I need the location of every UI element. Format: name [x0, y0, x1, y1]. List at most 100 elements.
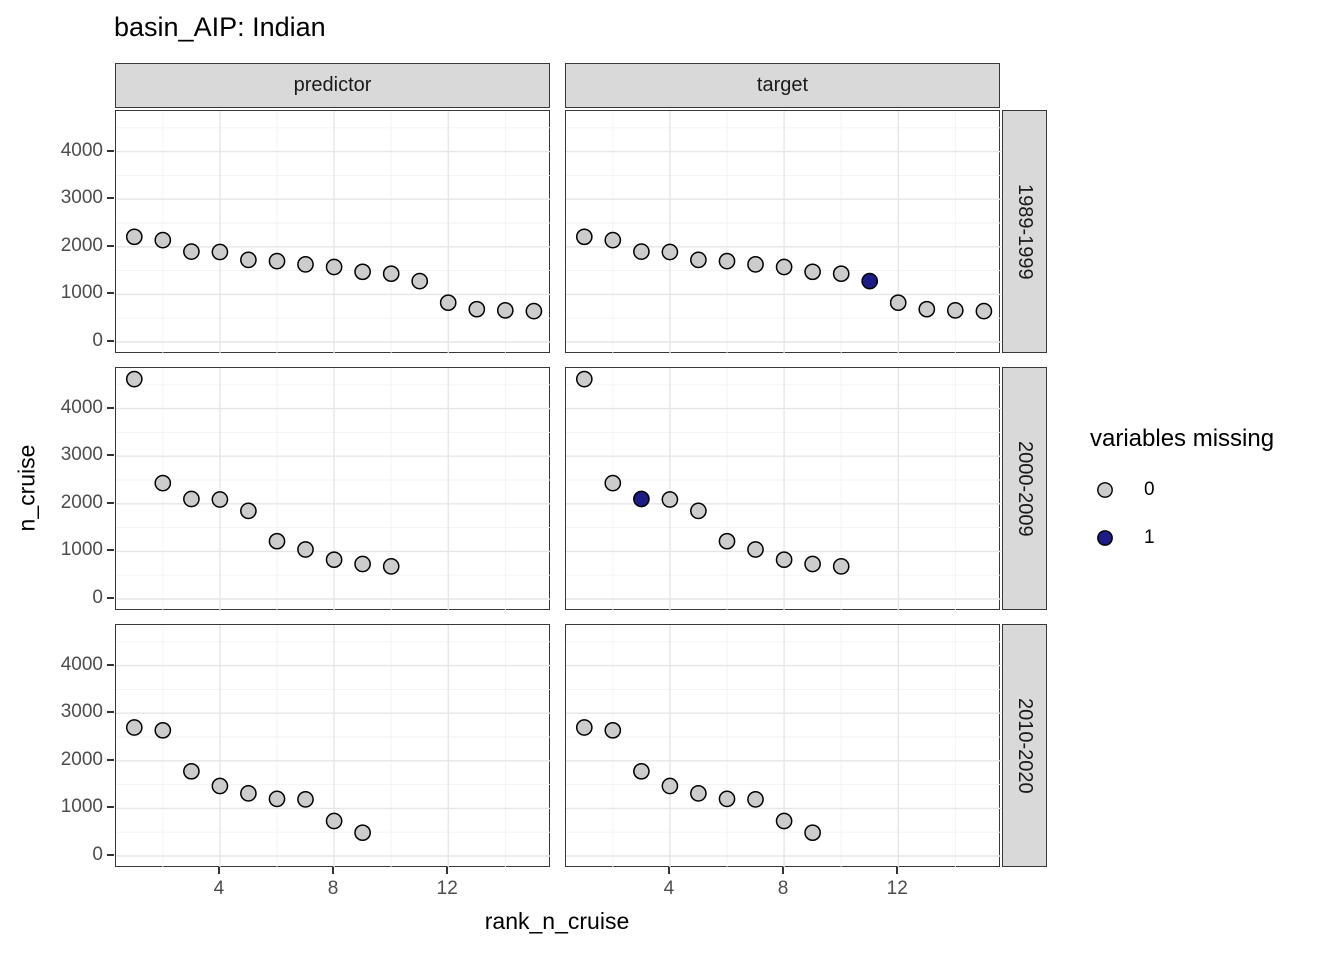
data-point [240, 251, 257, 269]
data-point [575, 228, 593, 246]
y-tick-label: 3000 [60, 187, 103, 209]
data-point [183, 243, 200, 260]
legend-swatch-0 [1097, 482, 1113, 498]
data-point [183, 490, 200, 508]
y-tick-label: 0 [92, 587, 103, 608]
x-tick-mark [667, 867, 670, 874]
data-point [718, 790, 736, 808]
y-tick-label: 3000 [60, 701, 103, 723]
data-point [240, 502, 257, 520]
data-point [525, 302, 543, 320]
data-point [975, 302, 993, 320]
x-tick-mark [896, 867, 899, 874]
data-point [439, 294, 457, 312]
x-tick-mark [217, 867, 220, 874]
data-point [832, 265, 850, 283]
data-point [861, 272, 879, 290]
y-tick-mark [107, 197, 114, 200]
y-tick-label: 3000 [60, 444, 103, 466]
panel-target-1989-1999 [565, 110, 1001, 354]
y-tick-label: 4000 [60, 396, 103, 418]
data-point [804, 824, 821, 842]
y-tick-mark [107, 340, 114, 342]
panel-predictor-2010-2020 [115, 624, 551, 868]
x-tick-mark [446, 867, 449, 874]
panel-canvas [116, 111, 551, 354]
legend-label: 1 [1144, 527, 1155, 548]
y-tick-label: 2000 [60, 748, 103, 770]
data-point [575, 370, 593, 388]
y-tick-mark [107, 758, 114, 761]
y-tick-mark [107, 244, 114, 247]
facet-col-strip-predictor: predictor [115, 63, 550, 108]
y-tick-label: 0 [92, 844, 103, 865]
data-point [325, 551, 343, 569]
data-point [775, 258, 793, 276]
x-tick-mark [782, 867, 785, 874]
y-tick-label: 1000 [60, 282, 103, 304]
data-point [354, 263, 371, 281]
data-point [211, 491, 229, 508]
y-tick-mark [107, 406, 114, 409]
data-point [297, 791, 314, 808]
data-point [154, 231, 172, 249]
y-tick-mark [107, 806, 114, 809]
y-tick-mark [107, 501, 114, 504]
data-point [804, 263, 821, 281]
legend-item-1: 1 [1090, 514, 1274, 562]
y-tick-mark [107, 597, 114, 599]
data-point [268, 252, 286, 270]
data-point [354, 824, 371, 842]
panel-target-2010-2020 [565, 624, 1001, 868]
y-axis-title: n_cruise [13, 444, 40, 532]
data-point [747, 541, 764, 558]
data-point [633, 490, 650, 508]
facet-row-strip-2010-2020: 2010-2020 [1002, 624, 1047, 867]
x-tick-label: 8 [327, 878, 339, 899]
y-tick-mark [107, 454, 114, 457]
y-tick-label: 0 [92, 330, 103, 351]
legend-label: 0 [1144, 479, 1155, 500]
panel-predictor-1989-1999 [115, 110, 551, 354]
y-tick-label: 1000 [60, 539, 103, 561]
x-tick-label: 12 [436, 878, 458, 899]
data-point [496, 302, 514, 319]
y-tick-mark [107, 292, 114, 295]
data-point [690, 502, 707, 520]
panel-canvas [116, 625, 551, 868]
data-point [411, 272, 429, 290]
data-point [125, 370, 143, 388]
data-point [633, 762, 650, 780]
legend-point-icon [1097, 530, 1113, 546]
data-point [575, 719, 593, 736]
panel-canvas [116, 368, 551, 611]
data-point [604, 231, 622, 249]
y-tick-label: 2000 [60, 491, 103, 513]
data-point [183, 762, 200, 780]
data-point [604, 721, 622, 739]
x-tick-label: 4 [213, 878, 225, 899]
data-point [690, 785, 707, 802]
legend-item-0: 0 [1090, 466, 1274, 514]
facet-col-strip-target: target [565, 63, 1000, 108]
data-point [633, 243, 650, 260]
data-point [297, 541, 314, 558]
data-point [240, 785, 257, 802]
data-point [125, 228, 143, 246]
data-point [268, 532, 286, 550]
x-axis-title: rank_n_cruise [484, 908, 630, 934]
x-tick-label: 12 [886, 878, 908, 899]
x-tick-mark [332, 867, 335, 874]
x-tick-label: 4 [663, 878, 675, 899]
data-point [804, 555, 821, 573]
y-tick-mark [107, 711, 114, 714]
legend-point-icon [1097, 482, 1113, 498]
data-point [325, 812, 343, 830]
y-tick-label: 4000 [60, 139, 103, 161]
data-point [775, 812, 793, 830]
data-point [154, 474, 172, 492]
data-point [354, 555, 371, 573]
